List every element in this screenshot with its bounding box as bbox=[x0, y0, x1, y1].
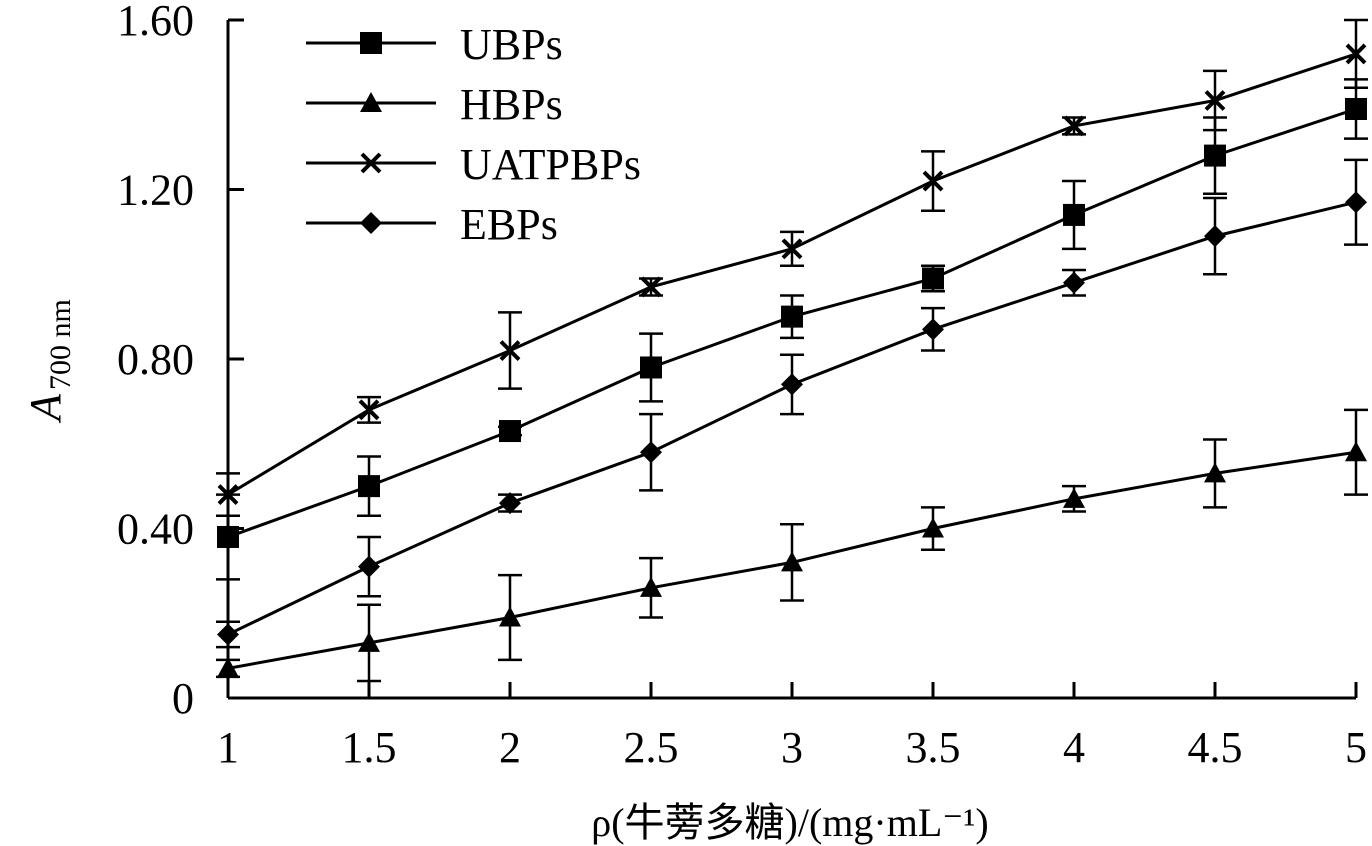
legend-label: UBPs bbox=[460, 20, 563, 69]
axes: 0 0.40 0.80 1.20 1.60 1 1.5 2 2.5 3 3.5 4 4.5 5 bbox=[117, 0, 1367, 772]
legend-item-EBPs: EBPs bbox=[306, 200, 558, 249]
data-point bbox=[499, 606, 521, 627]
x-tick-label: 4 bbox=[1063, 723, 1085, 772]
data-point bbox=[1204, 462, 1226, 483]
data-point bbox=[1063, 203, 1085, 226]
legend: UBPs HBPs UATPBPs EBPs bbox=[306, 20, 641, 249]
x-tick-label: 3 bbox=[781, 723, 803, 772]
x-tick-label: 2 bbox=[499, 723, 521, 772]
data-point bbox=[1204, 144, 1226, 167]
data-point bbox=[781, 551, 803, 572]
legend-item-UBPs: UBPs bbox=[306, 20, 563, 69]
data-point bbox=[217, 623, 239, 646]
data-point bbox=[922, 170, 944, 192]
x-axis-title: ρ(牛蒡多糖)/(mg·mL⁻¹) bbox=[591, 800, 988, 845]
x-tick-label: 2.5 bbox=[624, 723, 679, 772]
legend-label: EBPs bbox=[460, 200, 558, 249]
y-tick-label: 1.20 bbox=[117, 166, 194, 215]
legend-marker bbox=[360, 152, 382, 174]
data-point bbox=[1345, 97, 1367, 120]
legend-marker bbox=[360, 212, 382, 234]
data-point bbox=[499, 492, 521, 515]
data-point bbox=[640, 276, 662, 298]
data-point bbox=[499, 420, 521, 443]
x-tick-label: 5 bbox=[1345, 723, 1367, 772]
data-point bbox=[1063, 487, 1085, 508]
data-point bbox=[1345, 441, 1367, 462]
data-point bbox=[217, 657, 239, 678]
y-axis-title: A700 nm bbox=[21, 299, 77, 424]
data-point bbox=[1345, 191, 1367, 214]
x-tick-label: 3.5 bbox=[906, 723, 961, 772]
data-point bbox=[640, 576, 662, 597]
data-point bbox=[781, 305, 803, 328]
series-layer bbox=[216, 18, 1368, 683]
y-tick-label: 0.80 bbox=[117, 335, 194, 384]
data-point bbox=[1063, 271, 1085, 294]
y-axis-title-sub: 700 nm bbox=[44, 299, 77, 390]
legend-label: HBPs bbox=[460, 80, 563, 129]
y-tick-label: 0 bbox=[172, 674, 194, 723]
data-point bbox=[217, 525, 239, 548]
series-line bbox=[227, 52, 1357, 496]
data-point bbox=[640, 441, 662, 464]
data-point bbox=[922, 517, 944, 538]
data-point bbox=[358, 475, 380, 498]
x-tick-label: 1.5 bbox=[342, 723, 397, 772]
data-point bbox=[781, 238, 803, 260]
data-point bbox=[640, 356, 662, 379]
series-EBPs bbox=[216, 158, 1368, 649]
data-point bbox=[1204, 90, 1226, 111]
legend-marker bbox=[360, 92, 382, 112]
data-point bbox=[922, 318, 944, 341]
data-point bbox=[499, 340, 521, 361]
data-point bbox=[1204, 225, 1226, 248]
data-point bbox=[358, 631, 380, 652]
series-HBPs bbox=[216, 408, 1368, 683]
data-point bbox=[781, 373, 803, 396]
x-tick-label: 1 bbox=[217, 723, 239, 772]
y-axis-title-main: A bbox=[21, 393, 70, 424]
data-point bbox=[1063, 115, 1085, 137]
legend-label: UATPBPs bbox=[460, 140, 641, 189]
data-point bbox=[358, 399, 380, 421]
y-tick-label: 0.40 bbox=[117, 505, 194, 554]
y-tick-label: 1.60 bbox=[117, 0, 194, 45]
series-UBPs bbox=[216, 78, 1368, 581]
legend-item-UATPBPs: UATPBPs bbox=[306, 140, 641, 189]
data-point bbox=[358, 555, 380, 578]
data-point bbox=[1345, 43, 1367, 65]
data-point bbox=[217, 484, 239, 506]
series-UATPBPs bbox=[216, 18, 1368, 518]
legend-marker bbox=[360, 32, 382, 54]
data-point bbox=[922, 267, 944, 290]
legend-item-HBPs: HBPs bbox=[306, 80, 563, 129]
x-tick-label: 4.5 bbox=[1188, 723, 1243, 772]
